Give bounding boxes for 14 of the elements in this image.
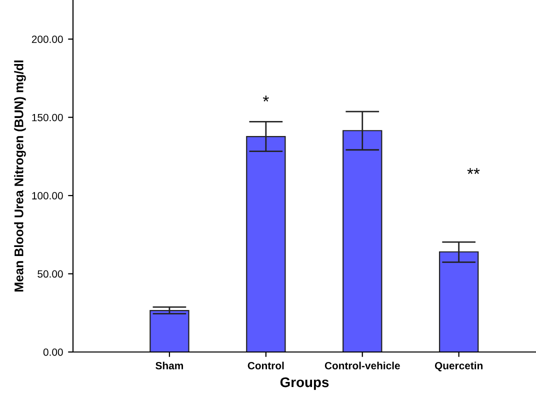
annotation: ** (467, 168, 480, 174)
y-tick-label: 50.00 (38, 270, 63, 278)
x-axis-title: Groups (280, 377, 329, 390)
y-tick-label: 150.00 (32, 114, 63, 122)
y-axis-title: Mean Blood Urea Nitrogen (BUN) mg/dl (14, 60, 26, 292)
bar (150, 310, 190, 352)
x-tick-label: Sham (156, 362, 183, 370)
y-tick-label: 0.00 (43, 348, 63, 356)
x-tick-label: Control-vehicle (324, 362, 400, 370)
y-tick-label: 200.00 (32, 36, 63, 43)
x-tick-label: Control (248, 362, 284, 370)
y-tick-label: 100.00 (32, 192, 63, 200)
annotation: * (262, 96, 269, 102)
x-tick-label: Quercetin (434, 362, 482, 372)
